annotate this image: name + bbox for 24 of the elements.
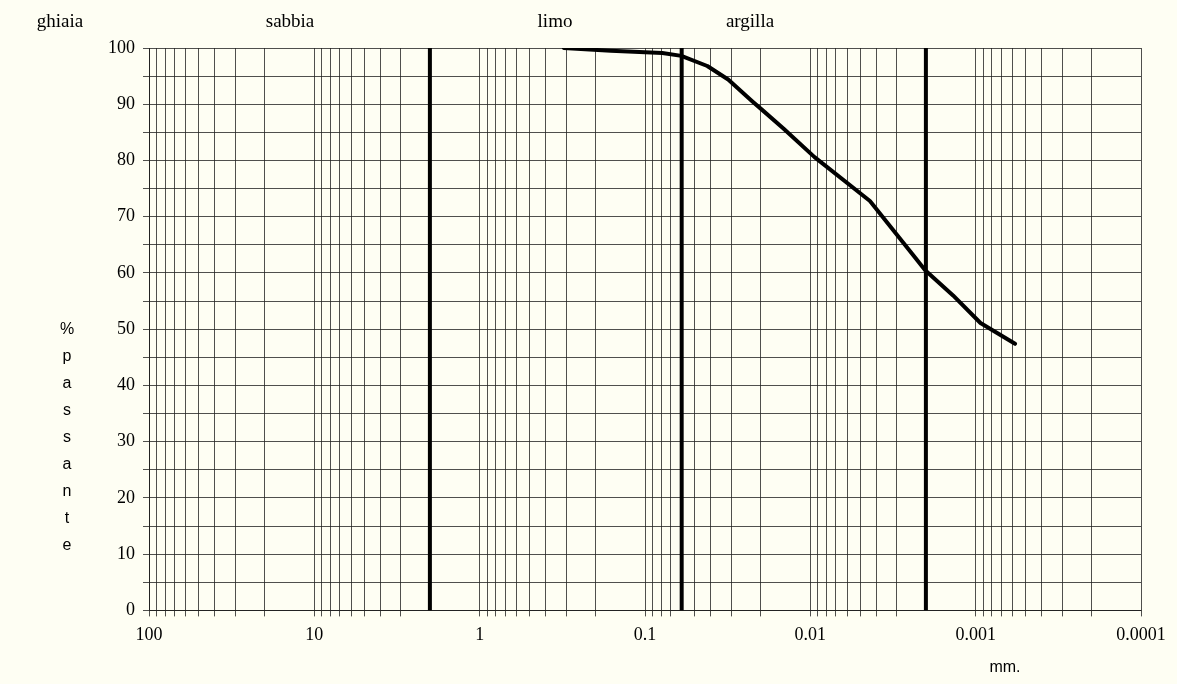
y-tick-label: 40 [117,374,135,395]
text: limo [537,9,573,31]
y-tick-label: 10 [117,542,135,563]
x-tick-label: 0.01 [794,623,827,644]
x-tick-label: 0.1 [633,623,657,644]
y-tick-label: 20 [117,486,135,507]
y-tick-label: 100 [108,36,135,57]
y-tick-label: 30 [117,430,135,451]
y-tick-label: 90 [117,92,135,113]
y-tick-label: 70 [117,205,135,226]
x-tick-label: 0.0001 [1116,623,1166,644]
y-tick-label: 80 [117,149,135,170]
text: ghiaia [36,9,84,31]
y-tick-label: 50 [117,317,135,338]
text: argilla [725,9,775,31]
x-tick-label: 1 [475,623,485,644]
text: % passante [59,320,75,554]
x-tick-label: 0.001 [955,623,996,644]
y-tick-label: 60 [117,261,135,282]
y-tick-label: 0 [126,599,135,620]
x-tick-label: 100 [135,623,163,644]
x-tick-label: 10 [305,623,324,644]
x-axis-title: mm. [989,658,1021,676]
text: sabbia [265,9,315,31]
